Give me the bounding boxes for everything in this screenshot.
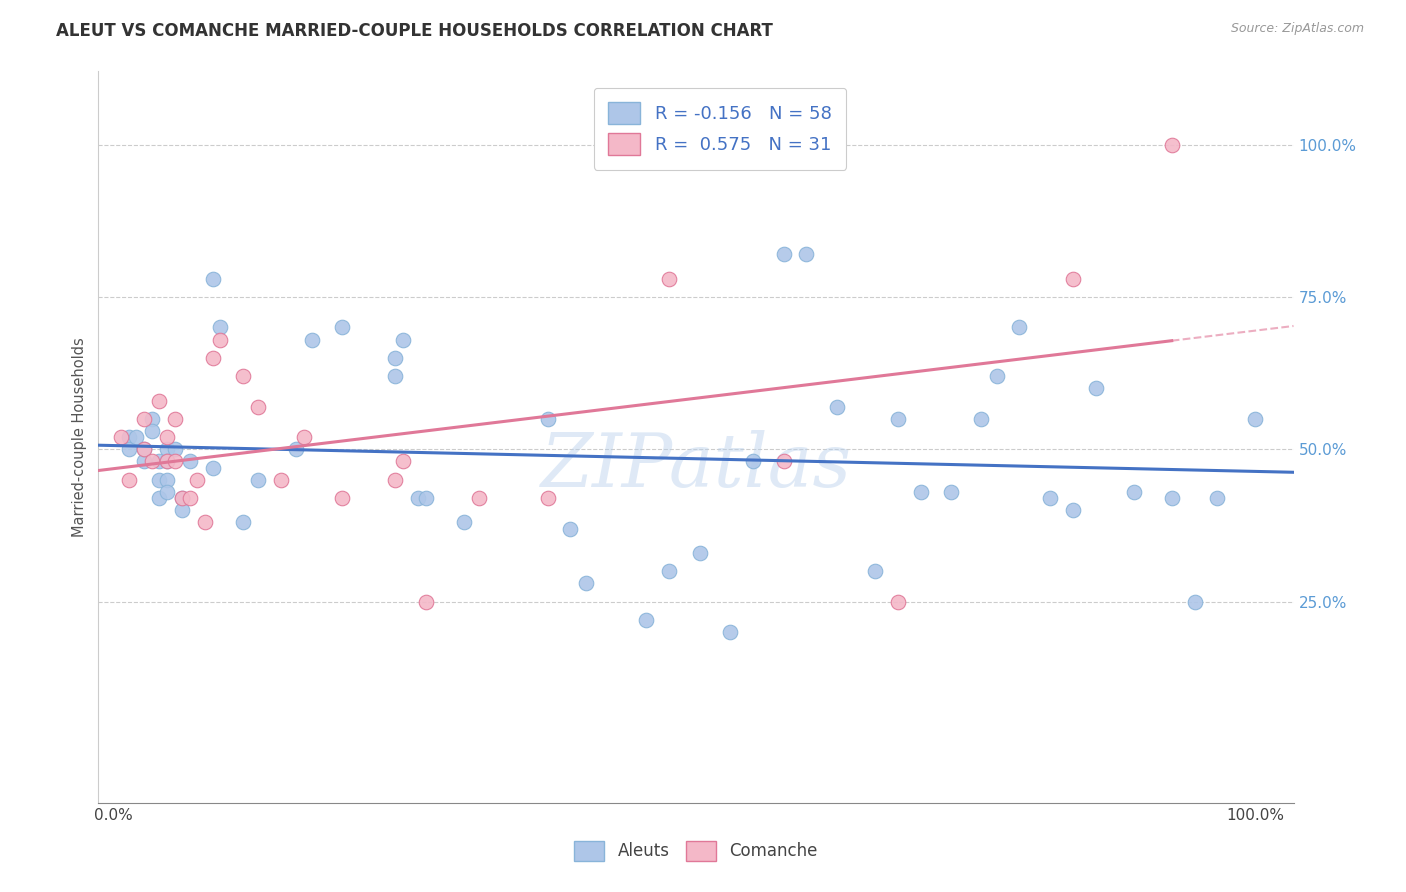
Point <box>270 473 292 487</box>
Point <box>415 594 437 608</box>
Point <box>384 351 406 365</box>
Text: ALEUT VS COMANCHE MARRIED-COUPLE HOUSEHOLDS CORRELATION CHART: ALEUT VS COMANCHE MARRIED-COUPLE HOUSEHO… <box>56 22 773 40</box>
Point <box>825 400 848 414</box>
Point <box>636 613 658 627</box>
Point <box>1122 485 1144 500</box>
Point <box>132 454 155 468</box>
Point <box>172 491 194 505</box>
Point <box>125 430 148 444</box>
Point <box>148 393 170 408</box>
Point <box>406 491 429 505</box>
Point <box>384 369 406 384</box>
Point <box>939 485 962 500</box>
Point <box>232 369 254 384</box>
Point <box>201 460 224 475</box>
Point <box>1008 320 1031 334</box>
Point <box>186 473 208 487</box>
Point <box>986 369 1008 384</box>
Point <box>118 430 141 444</box>
Point <box>1039 491 1062 505</box>
Point <box>453 516 475 530</box>
Point <box>163 412 186 426</box>
Point <box>742 454 765 468</box>
Point <box>172 491 194 505</box>
Point <box>201 271 224 285</box>
Point <box>536 491 558 505</box>
Point <box>468 491 491 505</box>
Point <box>172 503 194 517</box>
Point <box>232 516 254 530</box>
Point <box>384 473 406 487</box>
Point <box>179 454 201 468</box>
Point <box>658 271 681 285</box>
Point <box>156 430 179 444</box>
Point <box>163 442 186 457</box>
Point <box>1206 491 1229 505</box>
Point <box>886 594 908 608</box>
Point <box>772 454 794 468</box>
Point <box>156 454 179 468</box>
Point <box>247 473 270 487</box>
Point <box>1184 594 1206 608</box>
Point <box>330 320 353 334</box>
Point <box>247 400 270 414</box>
Point <box>1160 491 1182 505</box>
Point <box>141 424 163 438</box>
Point <box>689 546 711 560</box>
Point <box>560 521 582 535</box>
Point <box>536 412 558 426</box>
Point <box>156 485 179 500</box>
Point <box>156 454 179 468</box>
Text: ZIPatlas: ZIPatlas <box>540 430 852 502</box>
Point <box>1062 271 1084 285</box>
Point <box>141 454 163 468</box>
Point <box>574 576 596 591</box>
Point <box>209 320 232 334</box>
Point <box>292 430 315 444</box>
Y-axis label: Married-couple Households: Married-couple Households <box>72 337 87 537</box>
Point <box>156 473 179 487</box>
Point <box>415 491 437 505</box>
Point <box>201 351 224 365</box>
Point <box>179 491 201 505</box>
Point <box>156 442 179 457</box>
Point <box>118 442 141 457</box>
Point <box>1160 137 1182 152</box>
Point <box>392 454 415 468</box>
Point <box>863 564 886 578</box>
Point <box>886 412 908 426</box>
Point <box>330 491 353 505</box>
Point <box>772 247 794 261</box>
Point <box>910 485 932 500</box>
Point <box>132 412 155 426</box>
Point <box>1084 381 1107 395</box>
Point <box>110 430 132 444</box>
Text: Source: ZipAtlas.com: Source: ZipAtlas.com <box>1230 22 1364 36</box>
Point <box>132 442 155 457</box>
Point <box>970 412 993 426</box>
Point <box>285 442 308 457</box>
Point <box>118 473 141 487</box>
Point <box>658 564 681 578</box>
Point <box>132 442 155 457</box>
Point <box>141 412 163 426</box>
Point <box>163 454 186 468</box>
Point <box>1062 503 1084 517</box>
Point <box>209 333 232 347</box>
Point <box>796 247 818 261</box>
Point <box>148 454 170 468</box>
Point <box>718 625 741 640</box>
Point <box>1244 412 1267 426</box>
Point <box>148 473 170 487</box>
Point <box>301 333 323 347</box>
Legend: Aleuts, Comanche: Aleuts, Comanche <box>568 834 824 868</box>
Point <box>392 333 415 347</box>
Point <box>194 516 217 530</box>
Point <box>148 491 170 505</box>
